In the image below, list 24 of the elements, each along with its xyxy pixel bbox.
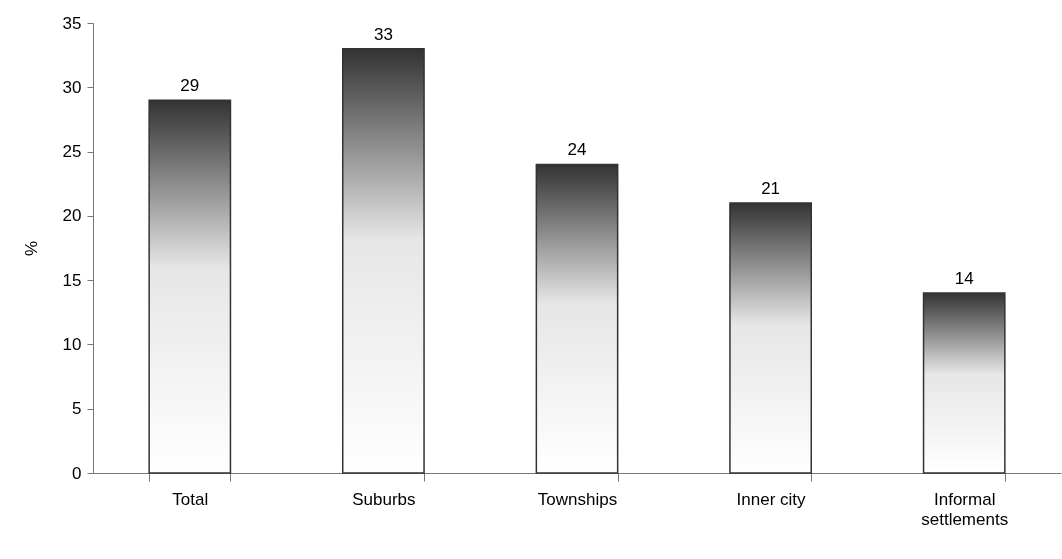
data-label: 29	[180, 76, 200, 96]
data-label: 14	[954, 269, 974, 288]
bar	[922, 292, 1006, 474]
x-tick-label: Suburbs	[352, 489, 416, 509]
bar	[148, 99, 232, 474]
y-tick-label: 10	[62, 334, 82, 354]
data-label: 33	[373, 24, 393, 44]
y-tick-label: 15	[62, 270, 82, 290]
y-tick-label: 0	[72, 463, 82, 483]
y-tick-label: 30	[62, 77, 82, 97]
data-label: 21	[761, 179, 781, 198]
y-axis-title: %	[21, 240, 41, 257]
bar	[341, 47, 425, 474]
x-tick-label: Total	[172, 489, 209, 509]
y-tick-label: 25	[62, 142, 82, 162]
x-tick-label: Inner city	[736, 489, 807, 509]
bar	[729, 202, 813, 474]
x-tick-label: Townships	[537, 489, 618, 509]
y-tick-label: 5	[72, 399, 82, 419]
data-label: 24	[567, 140, 587, 160]
bar	[535, 163, 619, 474]
y-tick-label: 35	[62, 13, 82, 33]
y-tick-label: 20	[62, 206, 82, 226]
x-tick-label: Informal settlements	[921, 489, 1009, 529]
